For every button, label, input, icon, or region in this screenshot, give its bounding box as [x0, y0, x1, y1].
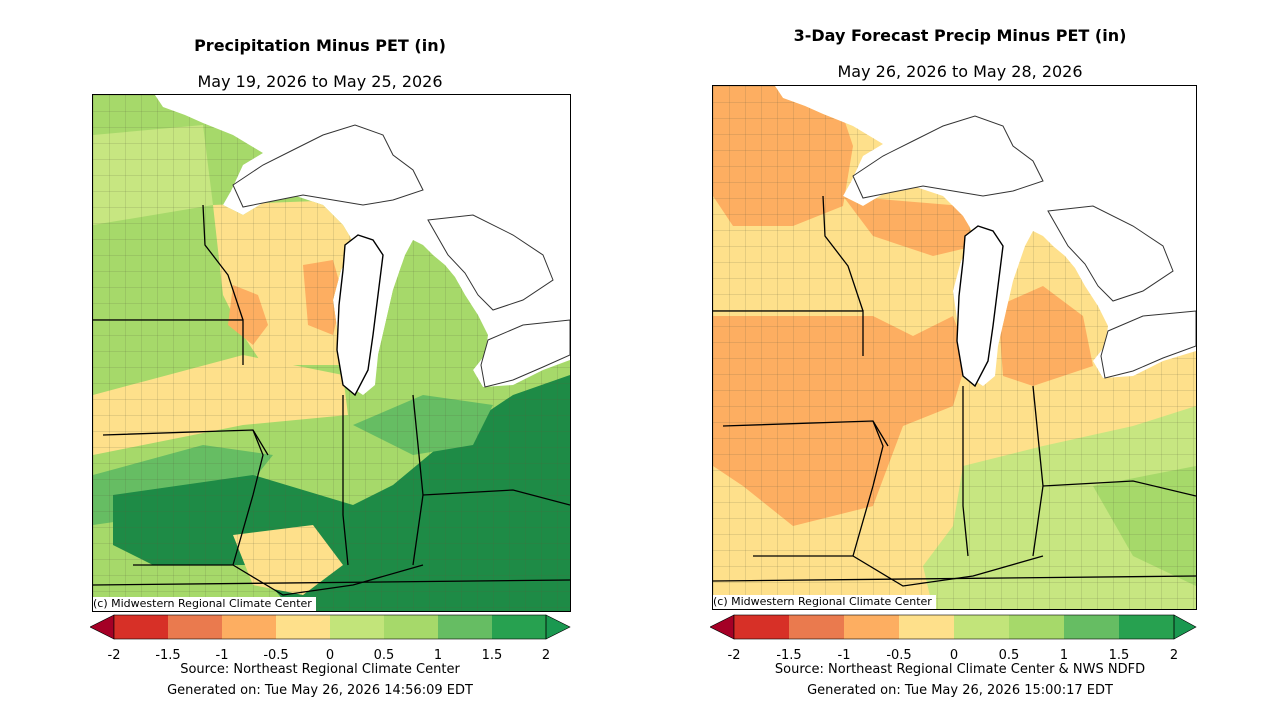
left-tick-label: 1	[433, 648, 443, 663]
left-precip-map	[93, 95, 570, 611]
left-colorbar-bin-4	[276, 615, 330, 639]
right-lake-michigan	[956, 225, 1004, 388]
left-colorbar-bin-7	[438, 615, 492, 639]
left-lake-erie	[480, 319, 570, 388]
left-state-borders	[93, 204, 570, 596]
right-colorbar	[710, 614, 1197, 640]
right-tick-label: 2	[1169, 648, 1179, 663]
right-generated-text: Generated on: Tue May 26, 2026 15:00:17 …	[807, 683, 1113, 698]
left-colorbar-bin-3	[222, 615, 276, 639]
left-tick-label: -0.5	[263, 648, 289, 663]
right-map-title: 3-Day Forecast Precip Minus PET (in)	[793, 26, 1127, 45]
right-colorbar-under-arrow	[710, 614, 735, 640]
right-map-panel: 3-Day Forecast Precip Minus PET (in) May…	[640, 0, 1280, 720]
left-map-subtitle: May 19, 2026 to May 25, 2026	[197, 72, 443, 91]
right-lake-erie	[1100, 310, 1196, 379]
right-tick-label: -1	[837, 648, 851, 663]
right-colorbar-bin-8	[1119, 615, 1174, 639]
left-colorbar-over-arrow	[545, 614, 571, 640]
right-map-credit: (c) Midwestern Regional Climate Center	[713, 595, 936, 609]
right-forecast-map	[713, 86, 1196, 609]
left-colorbar-ticks: -2 -1.5 -1 -0.5 0 0.5 1 1.5 2	[108, 648, 551, 664]
right-map-area: (c) Midwestern Regional Climate Center	[712, 85, 1197, 610]
left-map-panel: Precipitation Minus PET (in) May 19, 202…	[90, 36, 571, 698]
left-map-area: (c) Midwestern Regional Climate Center	[92, 94, 571, 612]
left-colorbar-bin-5	[330, 615, 384, 639]
left-tick-label: 0.5	[373, 648, 395, 663]
right-colorbar-bin-1	[734, 615, 789, 639]
right-tick-label: 0.5	[998, 648, 1020, 663]
left-lake-superior	[232, 124, 424, 208]
left-source-text: Source: Northeast Regional Climate Cente…	[180, 662, 460, 677]
left-map-credit: (c) Midwestern Regional Climate Center	[93, 597, 316, 611]
right-tick-label: -2	[727, 648, 741, 663]
right-lake-superior	[852, 115, 1044, 199]
right-colorbar-over-arrow	[1173, 614, 1197, 640]
right-colorbar-bin-6	[1009, 615, 1064, 639]
left-colorbar	[90, 614, 571, 640]
left-generated-text: Generated on: Tue May 26, 2026 14:56:09 …	[167, 683, 473, 698]
left-tick-label: 2	[541, 648, 551, 663]
right-state-borders	[713, 195, 1196, 587]
right-map-subtitle: May 26, 2026 to May 28, 2026	[837, 62, 1083, 81]
left-lake-huron	[427, 214, 554, 311]
right-colorbar-bin-2	[789, 615, 844, 639]
left-colorbar-bin-1	[114, 615, 168, 639]
left-colorbar-bin-2	[168, 615, 222, 639]
right-colorbar-bin-5	[954, 615, 1009, 639]
left-tick-label: 1.5	[481, 648, 503, 663]
right-colorbar-bin-3	[844, 615, 899, 639]
right-tick-label: -0.5	[886, 648, 912, 663]
left-colorbar-bin-8	[492, 615, 546, 639]
right-colorbar-ticks: -2 -1.5 -1 -0.5 0 0.5 1 1.5 2	[728, 648, 1179, 664]
right-tick-label: 1	[1059, 648, 1069, 663]
left-colorbar-bin-6	[384, 615, 438, 639]
left-colorbar-under-arrow	[90, 614, 115, 640]
left-tick-label: -1	[215, 648, 229, 663]
left-tick-label: -1.5	[155, 648, 181, 663]
left-tick-label: 0	[325, 648, 335, 663]
right-tick-label: 0	[949, 648, 959, 663]
right-lake-huron	[1047, 205, 1174, 302]
right-tick-label: 1.5	[1108, 648, 1130, 663]
left-map-title: Precipitation Minus PET (in)	[194, 36, 446, 55]
right-colorbar-bin-4	[899, 615, 954, 639]
right-colorbar-bin-7	[1064, 615, 1119, 639]
left-tick-label: -2	[107, 648, 121, 663]
left-lake-michigan	[336, 234, 384, 397]
right-source-text: Source: Northeast Regional Climate Cente…	[774, 662, 1146, 677]
right-tick-label: -1.5	[776, 648, 802, 663]
